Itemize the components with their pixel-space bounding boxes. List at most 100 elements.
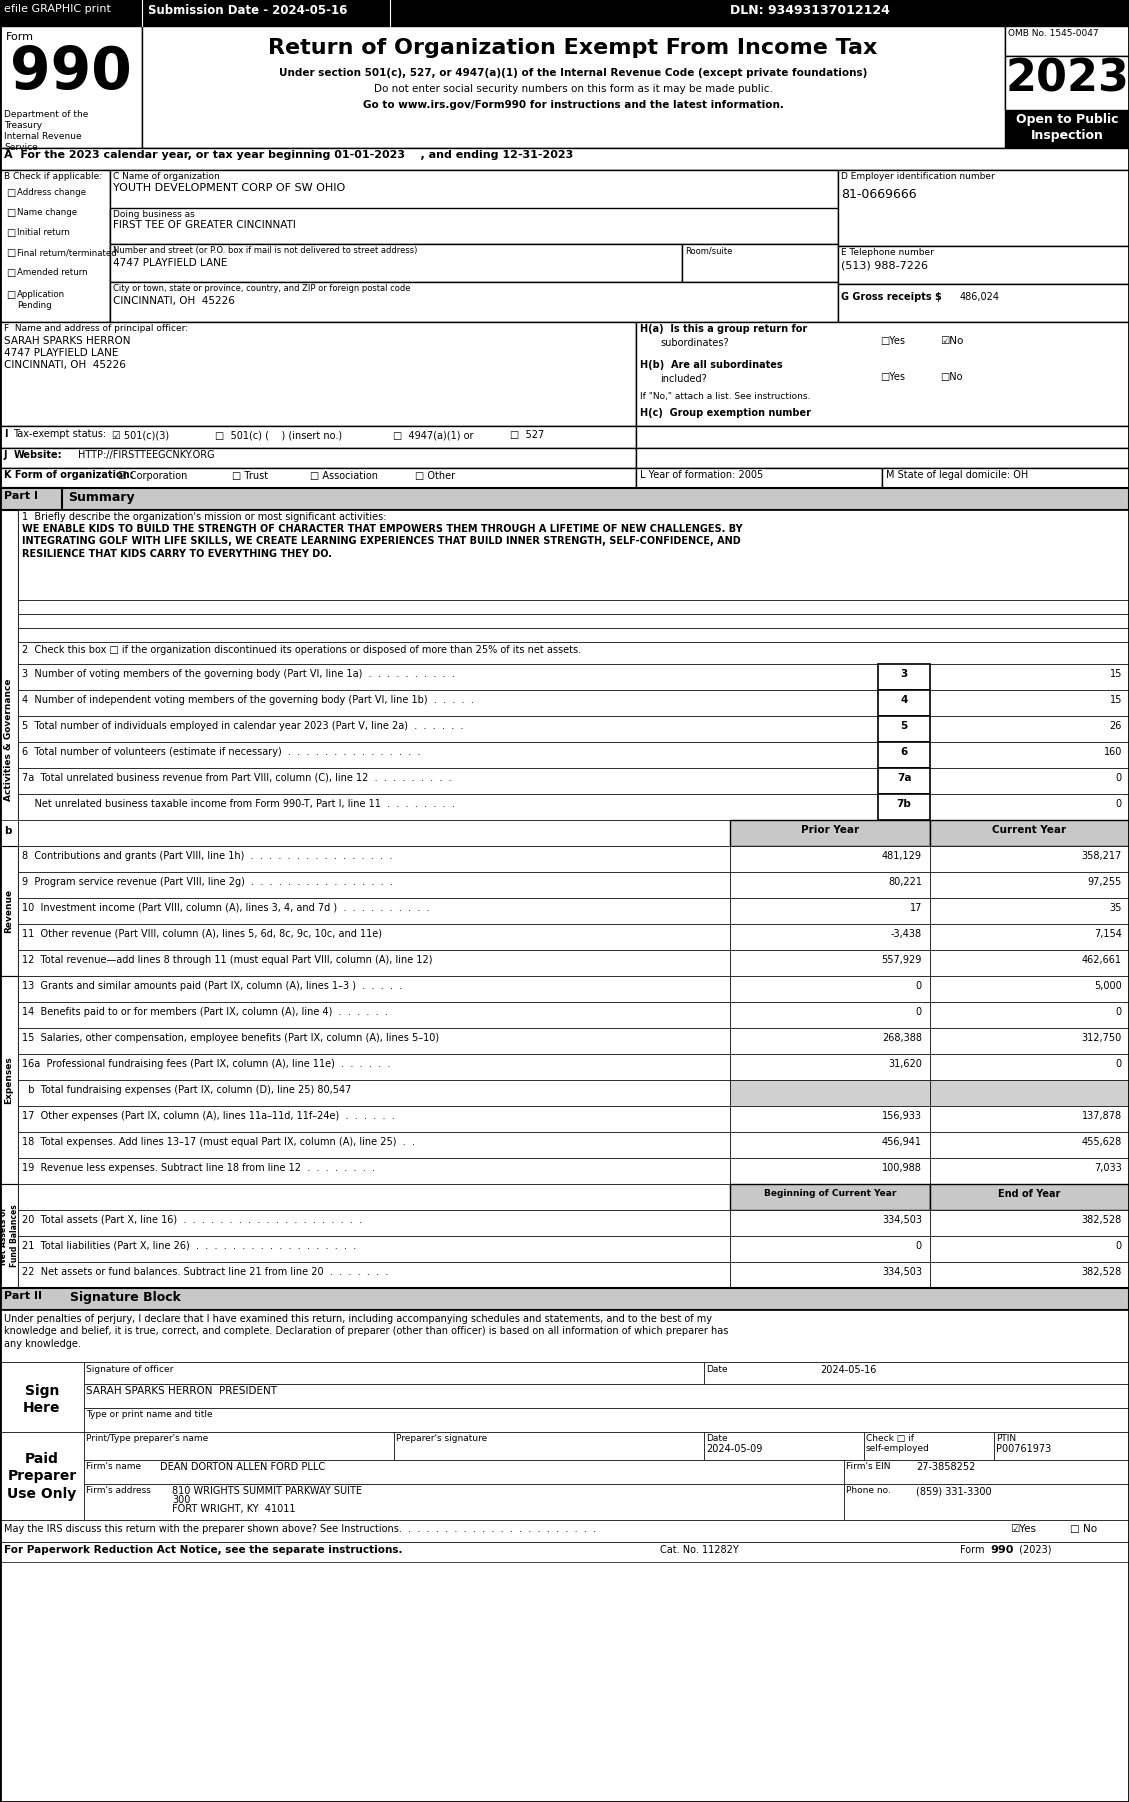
Bar — [18, 1209, 730, 1236]
Text: Signature Block: Signature Block — [70, 1290, 181, 1305]
Text: 15  Salaries, other compensation, employee benefits (Part IX, column (A), lines : 15 Salaries, other compensation, employe… — [21, 1033, 439, 1043]
Text: □ Other: □ Other — [415, 470, 455, 481]
Text: 31,620: 31,620 — [889, 1060, 922, 1069]
Bar — [0, 0, 1129, 25]
Text: Go to www.irs.gov/Form990 for instructions and the latest information.: Go to www.irs.gov/Form990 for instructio… — [362, 99, 784, 110]
Bar — [930, 1054, 1129, 1079]
Text: C Name of organization: C Name of organization — [113, 171, 220, 180]
Text: Beginning of Current Year: Beginning of Current Year — [764, 1189, 896, 1198]
Text: Do not enter social security numbers on this form as it may be made public.: Do not enter social security numbers on … — [374, 85, 772, 94]
Bar — [18, 1261, 730, 1288]
Text: Firm's EIN: Firm's EIN — [846, 1461, 891, 1470]
Text: 81-0669666: 81-0669666 — [841, 187, 917, 202]
Text: I: I — [5, 429, 8, 440]
Text: 2024-05-16: 2024-05-16 — [820, 1364, 876, 1375]
Text: □: □ — [6, 229, 16, 238]
Text: 358,217: 358,217 — [1082, 851, 1122, 861]
Text: 80,221: 80,221 — [889, 878, 922, 887]
Text: 10  Investment income (Part VIII, column (A), lines 3, 4, and 7d )  .  .  .  .  : 10 Investment income (Part VIII, column … — [21, 903, 430, 914]
Text: □Yes: □Yes — [879, 371, 905, 382]
Text: 382,528: 382,528 — [1082, 1215, 1122, 1225]
Text: 13  Grants and similar amounts paid (Part IX, column (A), lines 1–3 )  .  .  .  : 13 Grants and similar amounts paid (Part… — [21, 980, 402, 991]
Text: 4747 PLAYFIELD LANE: 4747 PLAYFIELD LANE — [113, 258, 227, 268]
Text: 4747 PLAYFIELD LANE: 4747 PLAYFIELD LANE — [5, 348, 119, 359]
Text: 7,033: 7,033 — [1094, 1162, 1122, 1173]
Text: 4  Number of independent voting members of the governing body (Part VI, line 1b): 4 Number of independent voting members o… — [21, 696, 474, 705]
Text: 97,255: 97,255 — [1087, 878, 1122, 887]
Bar — [18, 1236, 730, 1261]
Text: Open to Public
Inspection: Open to Public Inspection — [1016, 114, 1118, 142]
Bar — [930, 950, 1129, 977]
Bar — [930, 897, 1129, 924]
Text: FIRST TEE OF GREATER CINCINNATI: FIRST TEE OF GREATER CINCINNATI — [113, 220, 296, 231]
Bar — [844, 1485, 1129, 1521]
Text: City or town, state or province, country, and ZIP or foreign postal code: City or town, state or province, country… — [113, 285, 411, 294]
Text: □  501(c) (    ) (insert no.): □ 501(c) ( ) (insert no.) — [215, 431, 342, 440]
Text: H(b)  Are all subordinates: H(b) Are all subordinates — [640, 360, 782, 369]
Text: □Yes: □Yes — [879, 335, 905, 346]
Text: 0: 0 — [1115, 798, 1122, 809]
Bar — [878, 715, 930, 742]
Text: Sign
Here: Sign Here — [24, 1384, 61, 1415]
Text: □No: □No — [940, 371, 963, 382]
Bar — [18, 768, 878, 795]
Text: 3  Number of voting members of the governing body (Part VI, line 1a)  .  .  .  .: 3 Number of voting members of the govern… — [21, 669, 455, 679]
Text: HTTP://FIRSTTEEGCNKY.ORG: HTTP://FIRSTTEEGCNKY.ORG — [78, 450, 215, 460]
Text: Firm's name: Firm's name — [86, 1461, 141, 1470]
Text: DEAN DORTON ALLEN FORD PLLC: DEAN DORTON ALLEN FORD PLLC — [160, 1461, 325, 1472]
Bar — [930, 1079, 1129, 1106]
Text: Summary: Summary — [68, 490, 134, 505]
Text: Date: Date — [706, 1364, 727, 1373]
Text: 27-3858252: 27-3858252 — [916, 1461, 975, 1472]
Bar — [0, 169, 110, 323]
Bar — [0, 1433, 84, 1521]
Bar — [18, 1132, 730, 1159]
Bar — [930, 1261, 1129, 1288]
Text: YOUTH DEVELOPMENT CORP OF SW OHIO: YOUTH DEVELOPMENT CORP OF SW OHIO — [113, 184, 345, 193]
Text: SARAH SPARKS HERRON  PRESIDENT: SARAH SPARKS HERRON PRESIDENT — [86, 1386, 277, 1397]
Text: J: J — [5, 450, 8, 460]
Bar — [18, 820, 730, 845]
Text: 557,929: 557,929 — [882, 955, 922, 966]
Text: 990: 990 — [990, 1544, 1014, 1555]
Text: 0: 0 — [1115, 1242, 1122, 1251]
Bar — [0, 1362, 84, 1433]
Text: 20  Total assets (Part X, line 16)  .  .  .  .  .  .  .  .  .  .  .  .  .  .  . : 20 Total assets (Part X, line 16) . . . … — [21, 1215, 362, 1225]
Text: 100,988: 100,988 — [882, 1162, 922, 1173]
Text: Room/suite: Room/suite — [685, 247, 733, 256]
Bar — [18, 1184, 730, 1209]
Text: 456,941: 456,941 — [882, 1137, 922, 1148]
Text: □ Trust: □ Trust — [231, 470, 268, 481]
Text: □  527: □ 527 — [510, 431, 544, 440]
Bar — [704, 1362, 1129, 1384]
Bar — [930, 1106, 1129, 1132]
Text: 19  Revenue less expenses. Subtract line 18 from line 12  .  .  .  .  .  .  .  .: 19 Revenue less expenses. Subtract line … — [21, 1162, 375, 1173]
Text: K Form of organization:: K Form of organization: — [5, 470, 133, 479]
Text: 0: 0 — [916, 1007, 922, 1016]
Text: CINCINNATI, OH  45226: CINCINNATI, OH 45226 — [5, 360, 125, 369]
Text: □ Association: □ Association — [310, 470, 378, 481]
Bar — [110, 281, 838, 323]
Text: Website:: Website: — [14, 450, 62, 460]
Bar — [1005, 56, 1129, 110]
Text: subordinates?: subordinates? — [660, 339, 728, 348]
Text: 6: 6 — [900, 748, 908, 757]
Bar — [930, 768, 1129, 795]
Bar — [18, 1159, 730, 1184]
Text: ☑Yes: ☑Yes — [1010, 1524, 1036, 1534]
Bar — [110, 243, 682, 281]
Bar — [0, 323, 636, 425]
Bar — [730, 1054, 930, 1079]
Bar — [930, 715, 1129, 742]
Text: 14  Benefits paid to or for members (Part IX, column (A), line 4)  .  .  .  .  .: 14 Benefits paid to or for members (Part… — [21, 1007, 388, 1016]
Text: 16a  Professional fundraising fees (Part IX, column (A), line 11e)  .  .  .  .  : 16a Professional fundraising fees (Part … — [21, 1060, 391, 1069]
Text: 312,750: 312,750 — [1082, 1033, 1122, 1043]
Text: Date: Date — [706, 1434, 727, 1443]
Text: May the IRS discuss this return with the preparer shown above? See Instructions.: May the IRS discuss this return with the… — [5, 1524, 596, 1534]
Bar — [844, 1460, 1129, 1485]
Bar — [930, 1159, 1129, 1184]
Text: Net unrelated business taxable income from Form 990-T, Part I, line 11  .  .  . : Net unrelated business taxable income fr… — [21, 798, 455, 809]
Bar — [838, 247, 1129, 285]
Text: 486,024: 486,024 — [960, 292, 1000, 303]
Bar — [0, 1521, 1129, 1543]
